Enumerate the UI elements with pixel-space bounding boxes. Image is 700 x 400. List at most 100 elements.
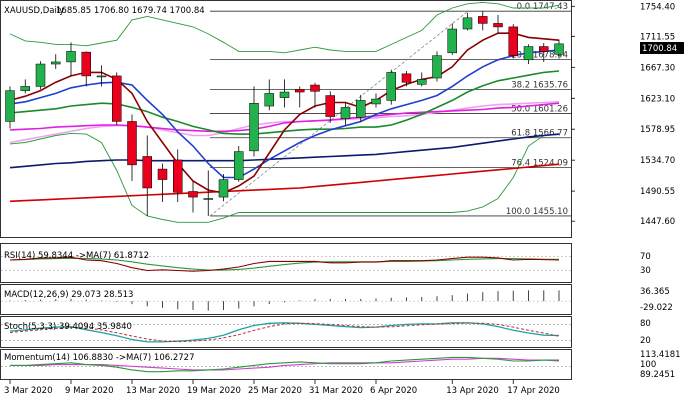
candle-up	[447, 28, 457, 54]
fibonacci-levels: 0.0 1747.43 23.6 1678.44 38.2 1635.76 50.0 …	[209, 2, 571, 217]
candle-up	[35, 63, 46, 87]
rsi-pane	[0, 243, 572, 283]
macd-tick-top: 36.365	[640, 287, 670, 297]
macd-pane	[0, 284, 572, 315]
candle-up	[432, 55, 442, 79]
candle-down	[81, 51, 91, 77]
price-tick-label: 1490.55	[640, 187, 675, 197]
stoch-tick-20: 20	[640, 336, 651, 346]
momentum-pane	[0, 349, 572, 380]
candle-down	[493, 23, 503, 28]
price-pane	[0, 0, 572, 238]
candle-down	[295, 88, 305, 93]
fib-label-0: 0.0 1747.43	[517, 2, 568, 12]
momentum-tick-top: 113.4181	[640, 350, 681, 360]
momentum-tick-bottom: 89.2451	[640, 370, 675, 380]
rsi-header: RSI(14) 59.8344 ->MA(7) 61.8712	[4, 251, 149, 261]
candle-up	[523, 46, 534, 61]
candle-up	[371, 98, 381, 105]
ma-darkred-line	[9, 32, 560, 194]
candle-up	[203, 198, 213, 200]
fib-label-3: 50.0 1601.26	[511, 105, 568, 115]
rsi-line	[9, 256, 560, 272]
date-label: 19 Mar 2020	[187, 386, 241, 396]
macd-header: MACD(12,26,9) 29.073 28.513	[4, 290, 133, 300]
date-label: 25 Mar 2020	[248, 386, 302, 396]
candle-down	[401, 73, 412, 83]
candle-down	[157, 168, 168, 180]
stoch-header: Stoch(5,3,3) 39.4094 35.9840	[4, 322, 132, 332]
candlesticks	[5, 11, 564, 216]
candle-up	[356, 100, 366, 118]
rsi-tick-30: 30	[640, 266, 651, 276]
ma-red-line	[9, 163, 560, 203]
ma-pink-line	[9, 101, 560, 144]
candle-up	[554, 43, 564, 55]
date-label: 17 Apr 2020	[507, 386, 560, 396]
candle-up	[340, 107, 351, 119]
fib-label-1: 23.6 1678.44	[511, 51, 568, 61]
candle-down	[173, 159, 183, 193]
candle-up	[386, 72, 396, 101]
candle-up	[462, 17, 473, 30]
last-price-label: 1700.84	[642, 44, 677, 54]
stoch-d-line	[9, 322, 560, 343]
price-tick-label: 1711.55	[640, 32, 675, 42]
moving-averages	[9, 32, 560, 203]
price-tick-label: 1667.30	[640, 63, 675, 73]
fib-label-5: 76.4 1524.09	[511, 159, 568, 169]
price-tick-label: 1623.10	[640, 94, 675, 104]
candle-down	[310, 84, 320, 92]
candle-down	[539, 46, 549, 52]
ma-navy-line	[9, 133, 560, 169]
fib-label-2: 38.2 1635.76	[511, 80, 568, 90]
price-tick-label: 1447.60	[640, 217, 675, 227]
candle-down	[508, 26, 518, 56]
ma-magenta-line	[9, 102, 560, 133]
macd-tick-bottom: -29.022	[640, 303, 673, 313]
candle-up	[96, 75, 107, 78]
last-price-box	[640, 42, 684, 54]
candle-up	[264, 93, 274, 107]
momentum-line	[10, 356, 559, 373]
symbol-label: XAUUSD,Daily	[4, 6, 64, 16]
candle-down	[188, 191, 198, 198]
candle-up	[249, 102, 259, 152]
candle-up	[279, 91, 290, 98]
candle-down	[142, 156, 152, 189]
bollinger-bands	[9, 1, 560, 223]
rsi-tick-70: 70	[640, 252, 651, 262]
candle-up	[20, 86, 30, 91]
date-label: 3 Mar 2020	[4, 386, 52, 396]
stoch-tick-80: 80	[640, 319, 651, 329]
date-label: 31 Mar 2020	[309, 386, 363, 396]
date-label: 9 Mar 2020	[65, 386, 113, 396]
momentum-ma-line	[10, 357, 560, 371]
ohlc-label: 1685.85 1706.80 1679.74 1700.84	[56, 6, 205, 16]
candle-up	[218, 179, 229, 198]
bollinger-lower-line	[9, 132, 560, 223]
candle-down	[112, 75, 122, 122]
candle-down	[127, 121, 137, 166]
candle-up	[417, 79, 427, 85]
candle-up	[66, 51, 76, 63]
price-tick-label: 1578.95	[640, 125, 675, 135]
stoch-pane	[0, 316, 572, 348]
candle-up	[234, 151, 244, 180]
candle-up	[5, 90, 15, 122]
candle-up	[51, 61, 61, 65]
price-axis: 1754.40 1711.55 1667.30 1623.10 1578.95 1534.…	[571, 2, 675, 227]
price-tick-label: 1534.70	[640, 156, 675, 166]
candle-down	[478, 16, 488, 24]
momentum-header: Momentum(14) 106.8830 ->MA(7) 106.2727	[4, 353, 194, 363]
bollinger-upper-line	[9, 1, 560, 54]
fib-label-4: 61.8 1566.77	[511, 129, 568, 139]
fib-label-6: 100.0 1455.10	[506, 207, 568, 217]
date-label: 13 Mar 2020	[126, 386, 180, 396]
date-axis: 3 Mar 2020 9 Mar 2020 13 Mar 2020 19 Mar 20…	[4, 380, 560, 396]
date-label: 13 Apr 2020	[446, 386, 499, 396]
momentum-tick-mid: 100	[640, 360, 656, 370]
price-tick-label: 1754.40	[640, 2, 675, 12]
